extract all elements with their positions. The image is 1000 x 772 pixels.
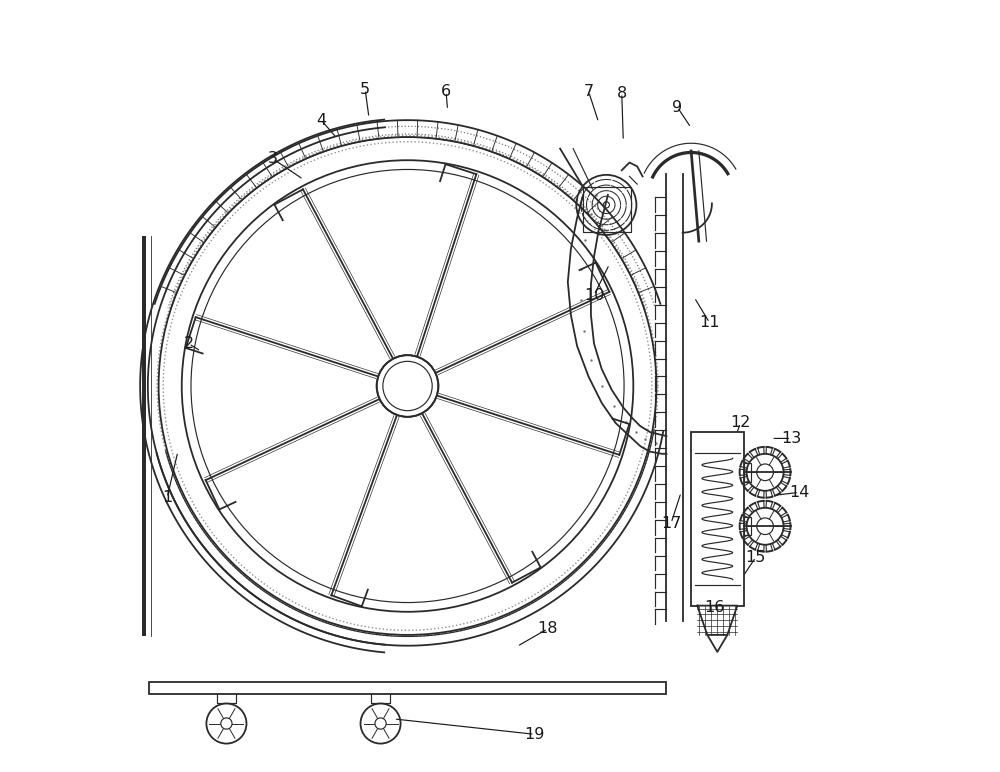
Text: 3: 3 (268, 151, 278, 166)
Text: 18: 18 (538, 621, 558, 636)
Text: 9: 9 (672, 100, 682, 114)
Text: 13: 13 (781, 431, 801, 446)
Text: 16: 16 (704, 601, 724, 615)
Circle shape (221, 718, 232, 729)
Text: 19: 19 (524, 726, 545, 742)
Text: 6: 6 (441, 84, 451, 99)
Text: 11: 11 (699, 315, 720, 330)
Text: 4: 4 (316, 113, 326, 127)
Text: 10: 10 (584, 287, 604, 303)
Bar (744, 517, 751, 536)
Bar (691, 432, 744, 605)
Text: 7: 7 (584, 84, 594, 99)
Bar (149, 682, 666, 694)
Circle shape (377, 355, 438, 417)
Text: 8: 8 (617, 86, 627, 100)
Text: 12: 12 (730, 415, 751, 431)
Text: 17: 17 (661, 516, 681, 530)
Text: 2: 2 (184, 336, 194, 351)
Text: 15: 15 (746, 550, 766, 564)
Polygon shape (697, 605, 737, 635)
Circle shape (375, 718, 386, 729)
Bar (744, 463, 751, 482)
Text: 14: 14 (789, 485, 809, 499)
Text: 1: 1 (162, 490, 172, 505)
Text: 5: 5 (360, 82, 370, 96)
